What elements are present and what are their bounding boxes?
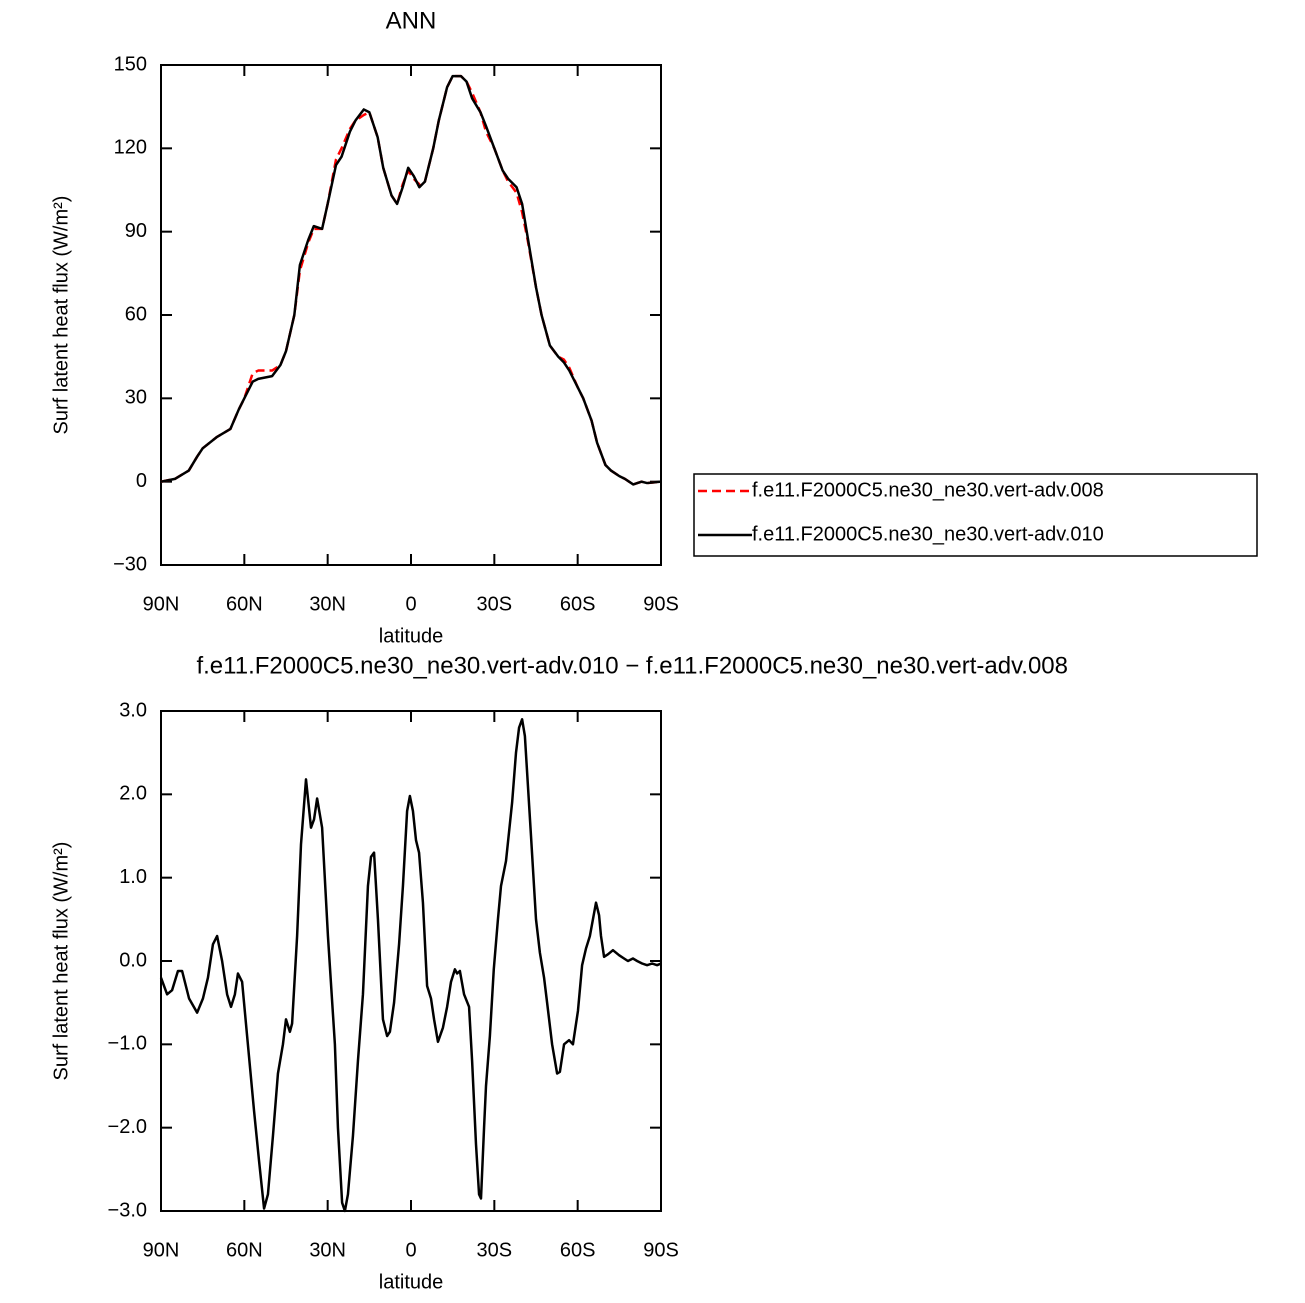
x-tick-label: 30S <box>477 1239 513 1261</box>
plot-frame <box>160 64 662 566</box>
legend-label: f.e11.F2000C5.ne30_ne30.vert-adv.008 <box>752 479 1104 501</box>
x-tick-label: 60N <box>226 593 263 615</box>
y-tick-label: −2.0 <box>108 1116 147 1138</box>
y-tick-label: 3.0 <box>119 699 147 721</box>
legend-box <box>693 473 1258 557</box>
x-tick-label: 30N <box>309 593 346 615</box>
x-tick-label: 60S <box>560 593 596 615</box>
chart-title: f.e11.F2000C5.ne30_ne30.vert-adv.010 − f… <box>196 652 1068 679</box>
x-tick-label: 30N <box>309 1239 346 1261</box>
x-tick-label: 60S <box>560 1239 596 1261</box>
y-tick-label: −1.0 <box>108 1033 147 1055</box>
y-axis-label: Surf latent heat flux (W/m²) <box>50 842 72 1081</box>
x-axis-label: latitude <box>379 625 444 647</box>
y-tick-label: 0 <box>136 470 147 492</box>
y-tick-label: −30 <box>113 553 147 575</box>
x-tick-label: 30S <box>477 593 513 615</box>
legend-label: f.e11.F2000C5.ne30_ne30.vert-adv.010 <box>752 523 1104 545</box>
y-tick-label: 0.0 <box>119 949 147 971</box>
x-axis-label: latitude <box>379 1271 444 1293</box>
series-line <box>160 74 662 486</box>
y-tick-label: 90 <box>125 220 147 242</box>
x-tick-label: 90N <box>143 593 180 615</box>
x-tick-label: 90S <box>643 593 679 615</box>
y-tick-label: 150 <box>114 53 147 75</box>
chart-title: ANN <box>386 7 437 34</box>
series-line <box>159 718 662 1213</box>
y-tick-label: 30 <box>125 387 147 409</box>
plot-frame <box>160 710 662 1212</box>
x-tick-label: 60N <box>226 1239 263 1261</box>
y-tick-label: 2.0 <box>119 783 147 805</box>
x-tick-label: 0 <box>405 593 416 615</box>
x-tick-label: 0 <box>405 1239 416 1261</box>
y-axis-label: Surf latent heat flux (W/m²) <box>50 196 72 435</box>
y-tick-label: 60 <box>125 303 147 325</box>
y-tick-label: 1.0 <box>119 866 147 888</box>
x-tick-label: 90S <box>643 1239 679 1261</box>
series-line <box>160 74 662 486</box>
y-tick-label: −3.0 <box>108 1199 147 1221</box>
y-tick-label: 120 <box>114 137 147 159</box>
x-tick-label: 90N <box>143 1239 180 1261</box>
